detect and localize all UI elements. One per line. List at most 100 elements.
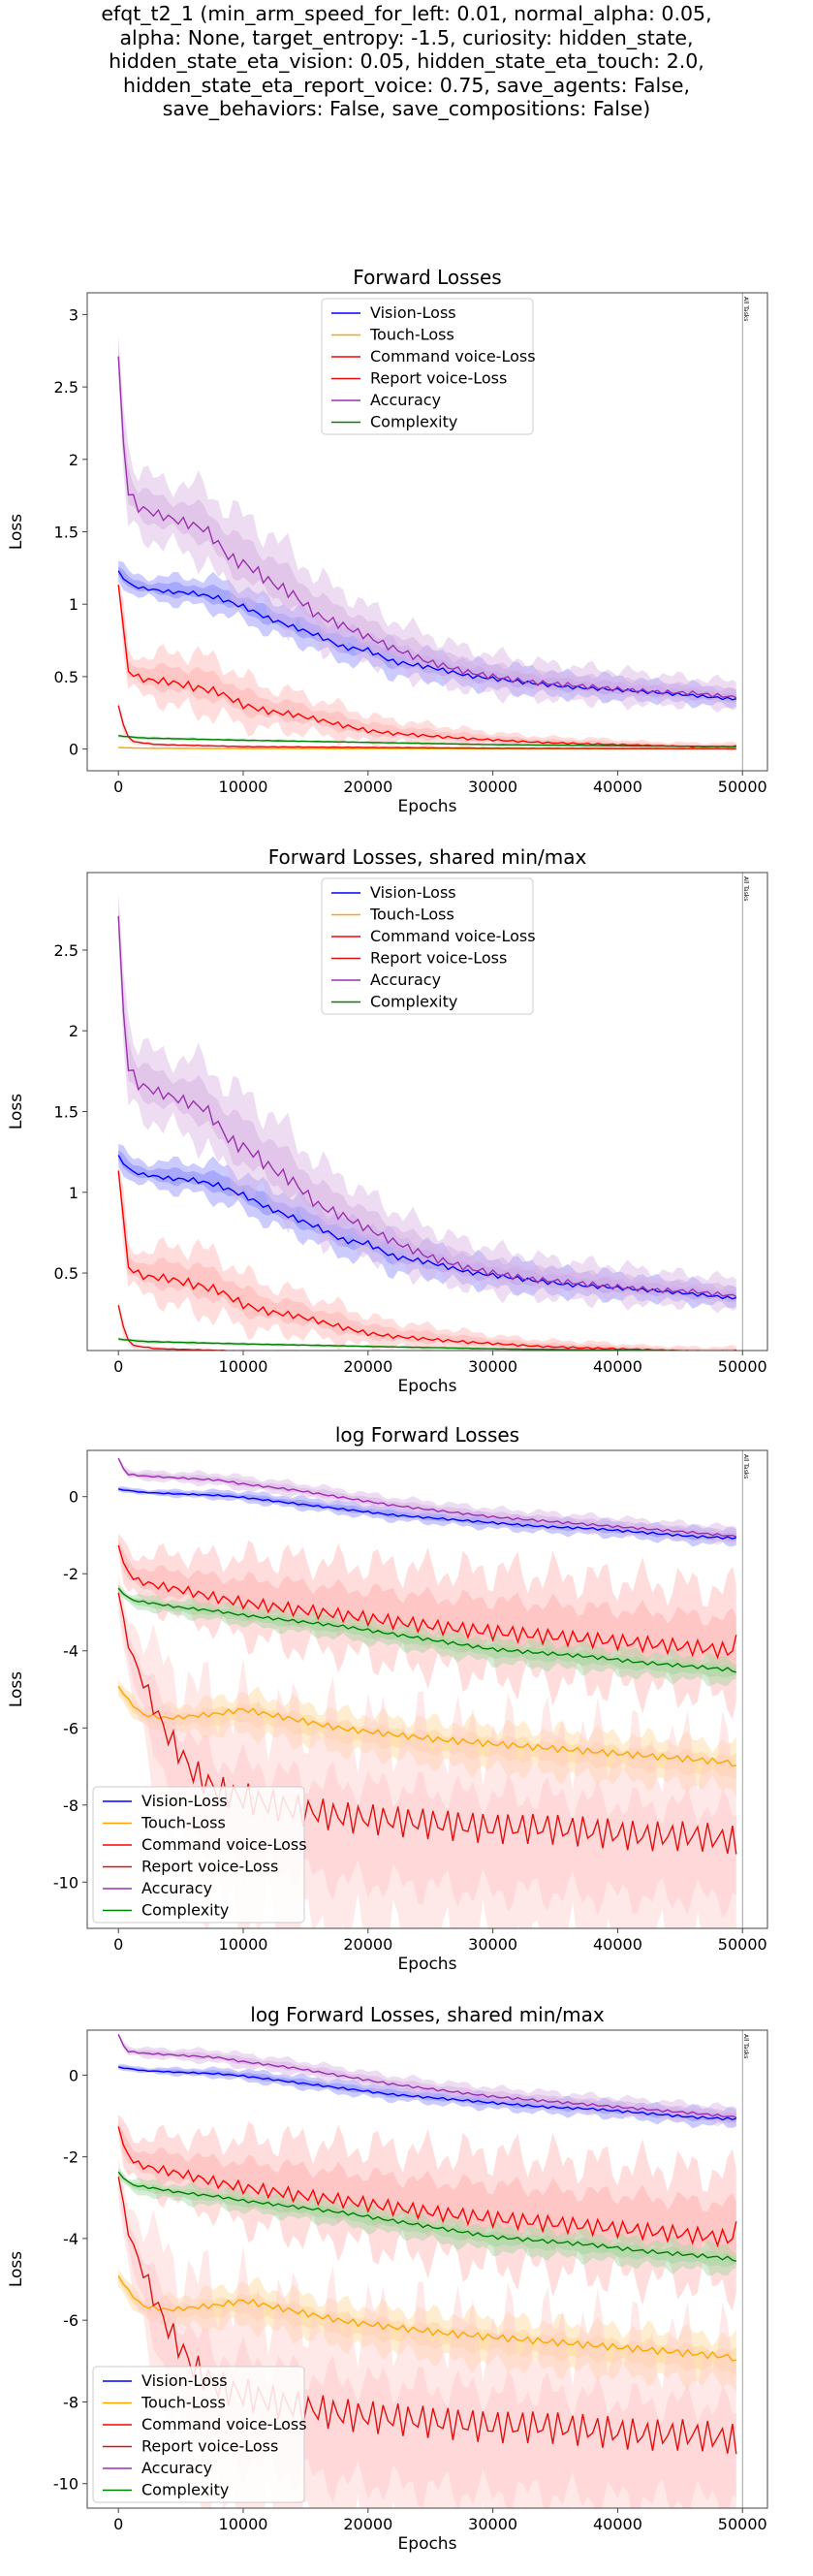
- x-tick-label: 10000: [219, 1935, 268, 1954]
- legend-label: Complexity: [141, 1901, 229, 1920]
- series-band-inner: [118, 1586, 736, 1678]
- legend-label: Vision-Loss: [141, 2371, 228, 2390]
- y-tick-label: -8: [63, 1797, 78, 1815]
- legend-label: Accuracy: [141, 1879, 212, 1897]
- legend-label: Vision-Loss: [141, 1792, 228, 1810]
- legend-frame: [92, 1786, 305, 1924]
- y-axis-label: Loss: [7, 514, 26, 550]
- y-tick-label: 3: [69, 305, 78, 324]
- legend-label: Command voice-Loss: [370, 927, 536, 945]
- legend-label: Touch-Loss: [369, 326, 454, 344]
- series-band-inner: [118, 1167, 736, 1351]
- series-band-inner: [118, 2171, 736, 2268]
- y-axis-label: Loss: [7, 2251, 26, 2287]
- series-band-inner: [118, 1539, 736, 1677]
- legend-label: Touch-Loss: [141, 2394, 226, 2412]
- y-tick-label: -10: [53, 2475, 78, 2494]
- y-tick-label: 2.5: [54, 941, 78, 960]
- legend-label: Accuracy: [141, 2459, 212, 2477]
- series-band-inner: [118, 2273, 736, 2376]
- plot-frame: [86, 2029, 768, 2509]
- suptitle-line: hidden_state_eta_vision: 0.05, hidden_st…: [109, 49, 704, 73]
- legend-label: Touch-Loss: [369, 906, 454, 924]
- x-tick-label: 20000: [343, 1935, 392, 1954]
- x-tick-label: 20000: [343, 778, 392, 796]
- series-line: [117, 705, 736, 750]
- y-tick-label: -6: [63, 2311, 78, 2330]
- series-line: [118, 2066, 737, 2121]
- legend-label: Complexity: [370, 413, 457, 431]
- chart-title: Forward Losses, shared min/max: [268, 845, 587, 869]
- series-line: [117, 2034, 737, 2118]
- x-tick-label: 40000: [593, 778, 642, 796]
- y-tick-label: 0.5: [54, 668, 78, 686]
- x-tick-label: 40000: [593, 1935, 642, 1954]
- x-tick-label: 40000: [593, 1357, 642, 1376]
- legend-frame: [321, 298, 534, 435]
- y-tick-label: 0: [69, 1488, 78, 1507]
- series-band-inner: [118, 1302, 259, 1351]
- legend-label: Vision-Loss: [370, 883, 456, 902]
- chart-log-forward-losses-shared: log Forward Losses, shared min/max All Ta…: [7, 2003, 768, 2554]
- legend-frame: [92, 2366, 305, 2503]
- series-line: [117, 570, 736, 701]
- legend-label: Accuracy: [370, 391, 441, 409]
- x-tick-label: 50000: [718, 1357, 767, 1376]
- x-tick-label: 10000: [219, 778, 268, 796]
- x-tick-label: 30000: [468, 2515, 517, 2533]
- x-tick-label: 0: [113, 778, 123, 796]
- y-tick-label: -4: [63, 1642, 78, 1661]
- y-tick-label: 1: [69, 1184, 78, 1202]
- series-band-inner: [118, 2033, 736, 2120]
- series-line: [117, 585, 736, 748]
- legend-label: Complexity: [141, 2481, 229, 2499]
- x-tick-label: 0: [113, 2515, 123, 2533]
- x-tick-label: 10000: [219, 2515, 268, 2533]
- x-tick-label: 0: [113, 1935, 123, 1954]
- suptitle-line: hidden_state_eta_report_voice: 0.75, sav…: [123, 73, 690, 97]
- legend: Vision-Loss Touch-Loss Command voice-Loss R…: [92, 2366, 307, 2503]
- chart-title: Forward Losses: [353, 266, 501, 289]
- series-line: [117, 1685, 736, 1767]
- plot-area: [117, 334, 737, 751]
- y-axis-label: Loss: [7, 1094, 26, 1129]
- y-tick-label: 2: [69, 451, 78, 469]
- figure-suptitle: efqt_t2_1 (min_arm_speed_for_left: 0.01,…: [0, 2, 813, 121]
- task-boundary-label: All Tasks: [742, 2034, 749, 2058]
- y-tick-label: -2: [63, 2148, 78, 2167]
- series-line: [117, 1592, 737, 1855]
- task-boundary-label: All Tasks: [742, 876, 749, 901]
- legend-label: Complexity: [370, 993, 457, 1011]
- x-tick-label: 50000: [718, 1935, 767, 1954]
- series-line: [117, 1155, 737, 1300]
- legend-label: Command voice-Loss: [141, 2415, 307, 2433]
- legend: Vision-Loss Touch-Loss Command voice-Loss R…: [321, 298, 536, 435]
- chart-title: log Forward Losses: [335, 1423, 519, 1447]
- series-band-outer: [118, 891, 736, 1314]
- y-tick-label: 1.5: [54, 1103, 78, 1122]
- series-band-inner: [118, 1683, 736, 1780]
- series-line: [117, 2126, 737, 2248]
- y-tick-label: -10: [53, 1873, 78, 1892]
- y-tick-label: -2: [63, 1565, 78, 1583]
- x-tick-label: 50000: [718, 778, 767, 796]
- task-boundary-label: All Tasks: [742, 1454, 749, 1479]
- x-tick-label: 10000: [219, 1357, 268, 1376]
- series-line: [118, 1352, 736, 1354]
- series-band-outer: [118, 1352, 736, 1354]
- series-line: [118, 735, 736, 747]
- series-line: [117, 1544, 737, 1660]
- plot-area: [117, 891, 737, 1354]
- series-band-inner: [118, 2119, 736, 2267]
- chart-log-forward-losses: log Forward Losses All Tasks 0 10000 20000 30…: [7, 1423, 768, 1974]
- chart-title: log Forward Losses, shared min/max: [250, 2003, 605, 2026]
- suptitle-line: efqt_t2_1 (min_arm_speed_for_left: 0.01,…: [101, 2, 712, 25]
- x-tick-label: 40000: [593, 2515, 642, 2533]
- chart-forward-losses: Forward Losses All Tasks 0 10000 20000 30000 4…: [7, 266, 768, 816]
- legend-label: Report voice-Loss: [370, 949, 507, 968]
- y-tick-label: 0: [69, 2066, 78, 2084]
- series-band-inner: [118, 582, 736, 748]
- y-tick-label: 2.5: [54, 378, 78, 397]
- series-band-inner: [118, 1457, 736, 1540]
- chart-forward-losses-shared: Forward Losses, shared min/max All Tasks 0…: [7, 845, 768, 1396]
